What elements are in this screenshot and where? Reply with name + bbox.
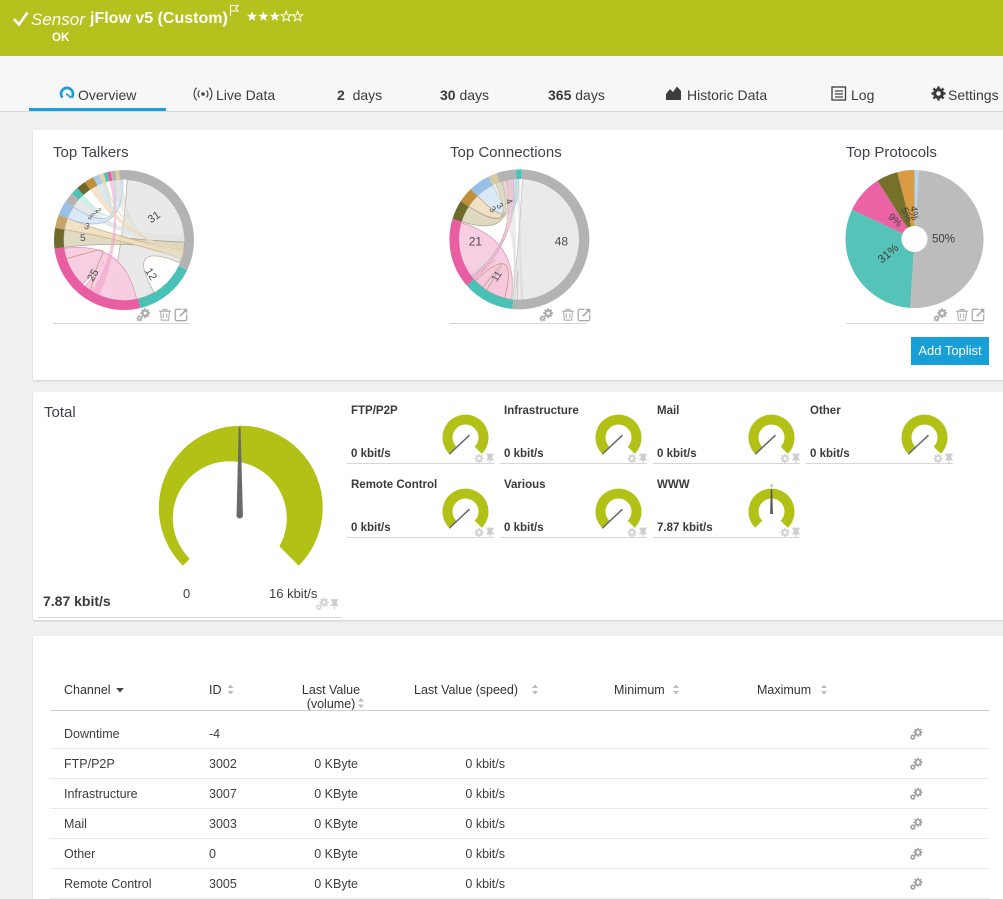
svg-text:31: 31 — [146, 209, 163, 226]
svg-text:5: 5 — [80, 233, 87, 244]
svg-text:3: 3 — [487, 204, 498, 214]
svg-text:3: 3 — [86, 214, 93, 222]
svg-text:21: 21 — [469, 234, 483, 248]
svg-text:25: 25 — [85, 267, 102, 284]
svg-text:50%: 50% — [932, 234, 955, 246]
svg-text:2: 2 — [90, 210, 97, 218]
svg-text:4: 4 — [504, 197, 515, 205]
svg-text:4%: 4% — [907, 205, 920, 221]
svg-text:48: 48 — [555, 234, 569, 248]
svg-text:12: 12 — [142, 266, 159, 283]
svg-text:3: 3 — [494, 201, 505, 211]
svg-text:3: 3 — [83, 221, 91, 232]
svg-text:2: 2 — [94, 207, 102, 215]
